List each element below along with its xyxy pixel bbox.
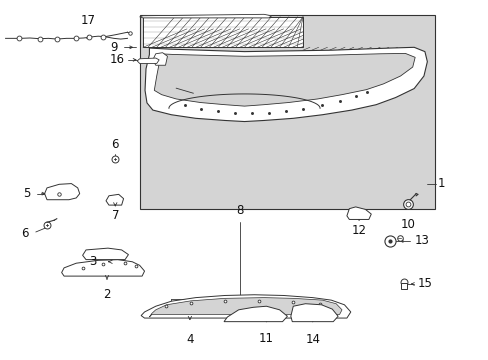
Text: 14: 14 xyxy=(305,333,320,346)
Text: 5: 5 xyxy=(23,187,31,200)
Text: 1: 1 xyxy=(437,177,445,190)
Polygon shape xyxy=(82,248,128,260)
Polygon shape xyxy=(224,306,287,321)
Text: 10: 10 xyxy=(400,218,414,231)
Polygon shape xyxy=(106,194,123,205)
Polygon shape xyxy=(145,47,427,122)
Polygon shape xyxy=(141,295,350,318)
Polygon shape xyxy=(153,53,167,65)
Text: 6: 6 xyxy=(21,227,29,240)
Polygon shape xyxy=(154,53,414,106)
Text: 16: 16 xyxy=(110,53,125,66)
Text: 17: 17 xyxy=(81,14,96,27)
Text: 7: 7 xyxy=(111,209,119,222)
Polygon shape xyxy=(346,207,370,220)
Text: 12: 12 xyxy=(351,224,366,238)
Polygon shape xyxy=(140,15,434,209)
Text: 13: 13 xyxy=(413,234,428,247)
Polygon shape xyxy=(44,184,80,200)
Text: 6: 6 xyxy=(111,138,119,150)
Polygon shape xyxy=(149,298,341,317)
Text: 2: 2 xyxy=(103,288,110,301)
Text: 4: 4 xyxy=(186,333,193,346)
Polygon shape xyxy=(143,17,303,47)
Text: 8: 8 xyxy=(235,203,243,217)
Polygon shape xyxy=(61,260,144,276)
Polygon shape xyxy=(290,304,337,321)
Polygon shape xyxy=(140,14,271,18)
Text: 9: 9 xyxy=(110,41,118,54)
Text: 11: 11 xyxy=(259,332,273,345)
Polygon shape xyxy=(137,58,159,63)
Text: 15: 15 xyxy=(417,278,432,291)
Text: 3: 3 xyxy=(89,255,96,268)
